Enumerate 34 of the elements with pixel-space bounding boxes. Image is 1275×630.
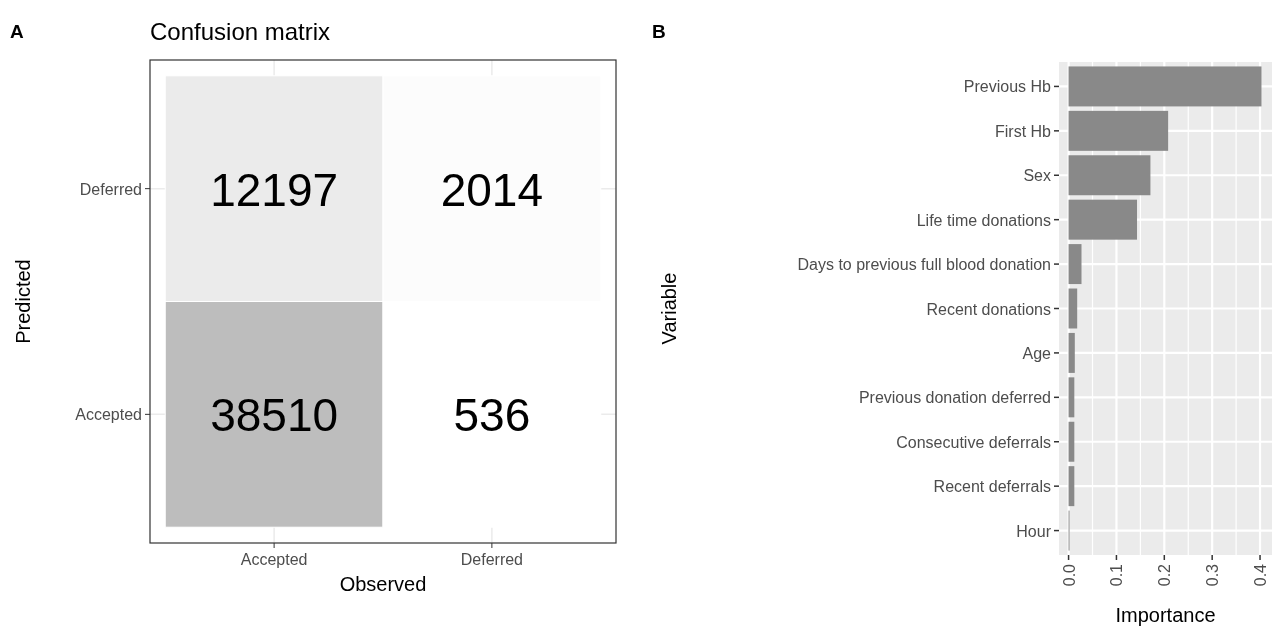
y-tick-label: Age [1022, 344, 1052, 362]
data-label: 2014 [440, 163, 544, 216]
y-axis-title: Variable [658, 272, 680, 345]
chart-title: Confusion matrix [150, 18, 331, 45]
bar [1068, 199, 1138, 240]
bar [1068, 288, 1078, 329]
bar [1068, 244, 1082, 285]
bar [1068, 110, 1169, 151]
x-tick-label: 0.3 [1204, 563, 1222, 587]
text: A [10, 21, 24, 42]
y-tick-label: Previous Hb [963, 78, 1052, 96]
x-tick-label: 0.1 [1108, 563, 1126, 587]
y-axis-title: Predicted [12, 259, 34, 344]
data-label: 536 [453, 389, 531, 442]
data-label: 38510 [210, 389, 339, 442]
y-tick-label: Days to previous full blood donation [797, 256, 1051, 274]
bar [1068, 66, 1262, 107]
bar [1068, 332, 1075, 373]
text: B [652, 21, 666, 42]
data-label: 12197 [210, 163, 339, 216]
bar [1068, 155, 1151, 196]
y-tick-label: Previous donation deferred [858, 389, 1051, 407]
x-tick-label: 0.4 [1252, 563, 1270, 587]
y-tick-label: Recent donations [926, 300, 1051, 318]
y-tick-label: Life time donations [916, 211, 1051, 229]
x-tick-label: 0.0 [1060, 563, 1078, 587]
y-tick-label: Recent deferrals [933, 478, 1051, 496]
y-tick-label: Hour [1016, 522, 1052, 540]
x-axis-title: Importance [1115, 604, 1216, 626]
x-axis-title: Observed [339, 573, 427, 595]
x-tick-label: 0.2 [1156, 563, 1174, 587]
y-tick-label: Sex [1023, 167, 1051, 185]
y-tick-label: First Hb [995, 122, 1052, 140]
y-tick-label: Consecutive deferrals [896, 433, 1051, 451]
